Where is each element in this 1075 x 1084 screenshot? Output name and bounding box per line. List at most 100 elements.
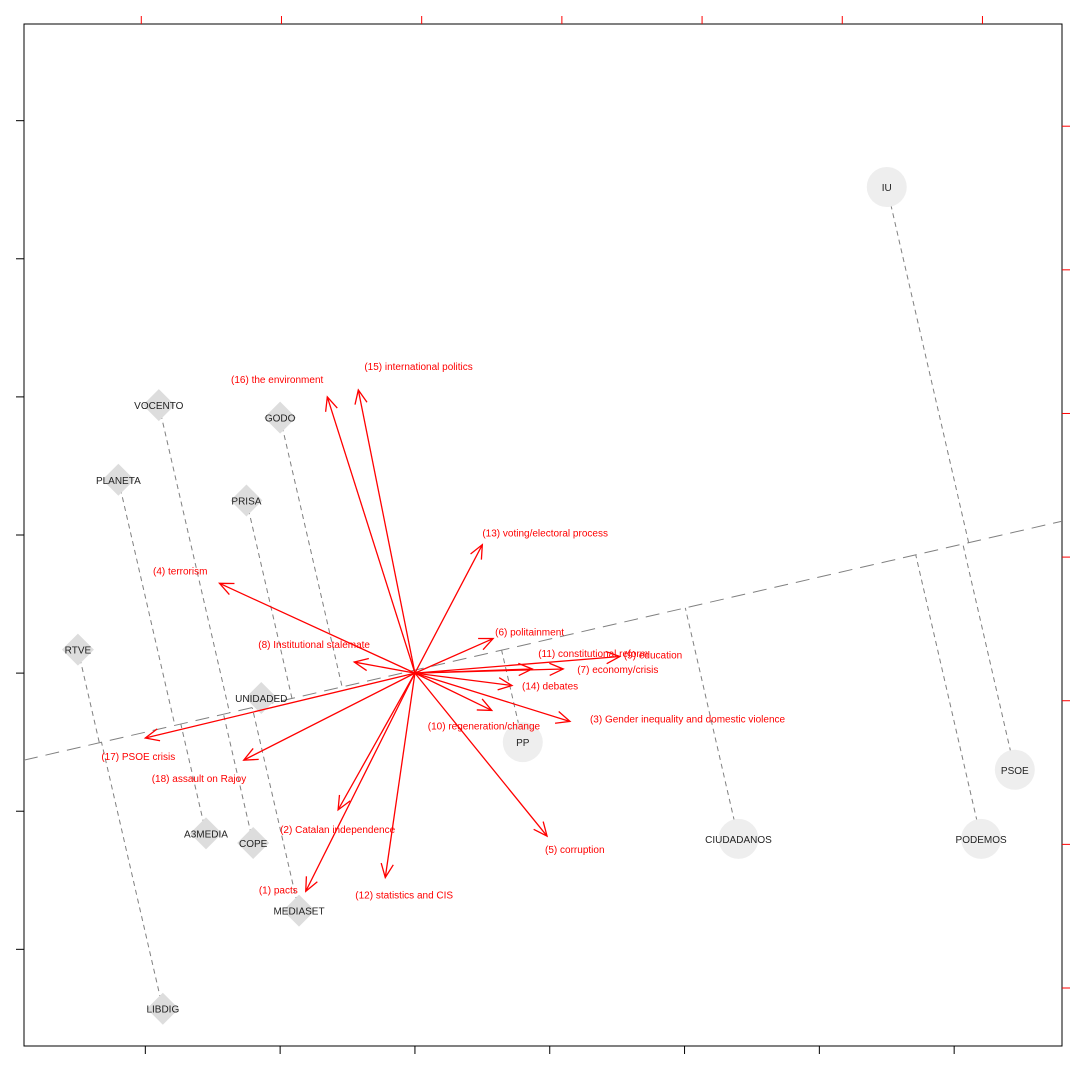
topic-label-15-international-politics: (15) international politics (364, 362, 472, 373)
topic-label-1-pacts: (1) pacts (259, 885, 298, 896)
point-label-libdig: LIBDIG (146, 1005, 179, 1016)
projection-line-ciudadanos (684, 607, 739, 839)
topic-label-8-institutional-stalemate: (8) Institutional stalemate (258, 640, 370, 651)
point-label-ciudadanos: CIUDADANOS (705, 835, 772, 846)
media-marker-libdig (146, 992, 179, 1025)
topic-label-5-corruption: (5) corruption (545, 845, 604, 856)
topic-label-6-politainment: (6) politainment (495, 628, 564, 639)
topic-label-10-regeneration-change: (10) regeneration/change (428, 721, 541, 732)
party-marker-ciudadanos (718, 818, 759, 859)
point-label-vocento: VOCENTO (134, 401, 183, 412)
projection-line-vocento (158, 405, 231, 713)
topic-label-9-education: (9) education (624, 651, 682, 662)
topic-arrowhead-17-psoe-crisis (143, 728, 161, 742)
party-marker-psoe (994, 749, 1035, 790)
media-marker-prisa (230, 484, 263, 517)
point-label-planeta: PLANETA (96, 476, 141, 487)
topic-arrow-3-gender-inequality-and-domestic-violence (414, 672, 571, 723)
topic-arrow-12-statistics-and-cis (384, 673, 416, 878)
topic-label-14-debates: (14) debates (522, 682, 578, 693)
media-marker-planeta (102, 463, 135, 496)
topic-arrow-17-psoe-crisis (145, 672, 416, 739)
topic-arrow-13-voting-electoral-process (414, 544, 483, 674)
projection-line-planeta (117, 479, 176, 726)
projection-line-rtve (77, 649, 100, 743)
media-marker-a3media (189, 817, 222, 850)
topic-arrowhead-12-statistics-and-cis (380, 862, 394, 880)
topic-label-3-gender-inequality-and-domestic-violence: (3) Gender inequality and domestic viole… (590, 714, 786, 725)
topic-arrowhead-15-international-politics (354, 388, 368, 405)
projection-line-psoe (962, 543, 1016, 770)
point-label-unidaded: UNIDADED (235, 694, 287, 705)
projection-lines (24, 186, 1062, 1009)
topic-arrowhead-10-regeneration-change (476, 698, 494, 712)
topic-arrowhead-3-gender-inequality-and-domestic-violence (554, 711, 572, 724)
topic-arrowhead-14-debates (497, 677, 514, 691)
topic-label-12-statistics-and-cis: (12) statistics and CIS (355, 891, 453, 902)
point-label-a3media: A3MEDIA (184, 829, 228, 840)
topic-arrow-5-corruption (414, 672, 548, 837)
point-label-mediaset: MEDIASET (273, 907, 324, 918)
topic-arrowhead-18-assault-on-rajoy (242, 748, 259, 761)
topic-arrow-4-terrorism (219, 582, 416, 674)
point-label-prisa: PRISA (231, 496, 261, 507)
point-labels: VOCENTO GODO PLANETA PRISA RTVE UNIDADED A3MED… (65, 183, 1029, 1016)
topic-arrow-6-politainment (414, 637, 494, 674)
media-marker-mediaset (283, 894, 316, 927)
dimension-axis-line (24, 520, 1062, 761)
topic-label-18-assault-on-rajoy: (18) assault on Rajoy (152, 774, 247, 785)
projection-line-a3media (180, 723, 207, 834)
axis-ticks (16, 16, 1070, 1054)
topic-arrowhead-16-the-environment (324, 395, 338, 412)
topic-arrowhead-8-institutional-stalemate (352, 657, 369, 672)
media-marker-cope (237, 826, 270, 859)
topic-arrow-1-pacts (305, 672, 416, 892)
topic-arrowhead-7-economy-crisis (549, 662, 565, 677)
media-marker-godo (264, 401, 297, 434)
point-label-podemos: PODEMOS (956, 835, 1007, 846)
topic-arrow-16-the-environment (326, 396, 416, 674)
topic-arrow-2-catalan-independence (337, 672, 416, 811)
projection-line-podemos (915, 554, 982, 839)
topic-arrowhead-11-constitutional-reform (518, 662, 534, 677)
topic-label-11-constitutional-reform: (11) constitutional reform (538, 649, 648, 660)
projection-line-prisa (245, 500, 293, 699)
projection-line-mediaset (251, 707, 300, 911)
topic-arrows (143, 388, 622, 893)
topic-arrow-14-debates (414, 672, 513, 687)
topic-arrow-8-institutional-stalemate (354, 661, 416, 674)
point-label-godo: GODO (265, 414, 296, 425)
topic-arrow-10-regeneration-change (414, 672, 493, 711)
topic-arrowhead-13-voting-electoral-process (470, 543, 484, 560)
topic-arrowhead-9-education (605, 650, 622, 665)
topic-label-13-voting-electoral-process: (13) voting/electoral process (482, 529, 608, 540)
topic-arrowhead-1-pacts (305, 876, 318, 893)
media-marker-vocento (142, 389, 175, 422)
topic-arrowhead-4-terrorism (218, 582, 235, 596)
projection-line-libdig (101, 742, 164, 1009)
topic-label-7-economy-crisis: (7) economy/crisis (577, 665, 658, 676)
topic-arrow-9-education (414, 655, 620, 674)
projection-line-godo (279, 417, 343, 688)
topic-arrow-15-international-politics (357, 389, 416, 674)
party-marker-podemos (961, 818, 1002, 859)
point-markers (61, 166, 1035, 1025)
projection-line-iu (886, 186, 970, 543)
media-marker-rtve (61, 633, 94, 666)
projection-line-pp (501, 650, 524, 743)
topic-arrow-11-constitutional-reform (414, 668, 533, 674)
topic-arrowhead-6-politainment (478, 637, 495, 651)
point-label-cope: COPE (239, 839, 268, 850)
point-label-psoe: PSOE (1001, 766, 1029, 777)
party-marker-iu (866, 166, 907, 207)
party-marker-pp (502, 722, 543, 763)
topic-arrowhead-5-corruption (533, 821, 549, 838)
projection-line-cope (223, 714, 254, 844)
point-label-iu: IU (882, 183, 892, 194)
media-marker-unidaded (245, 681, 278, 714)
topic-label-17-psoe-crisis: (17) PSOE crisis (101, 752, 175, 763)
point-label-pp: PP (516, 738, 530, 749)
topic-arrow-18-assault-on-rajoy (243, 672, 416, 761)
topic-label-2-catalan-independence: (2) Catalan independence (280, 825, 396, 836)
